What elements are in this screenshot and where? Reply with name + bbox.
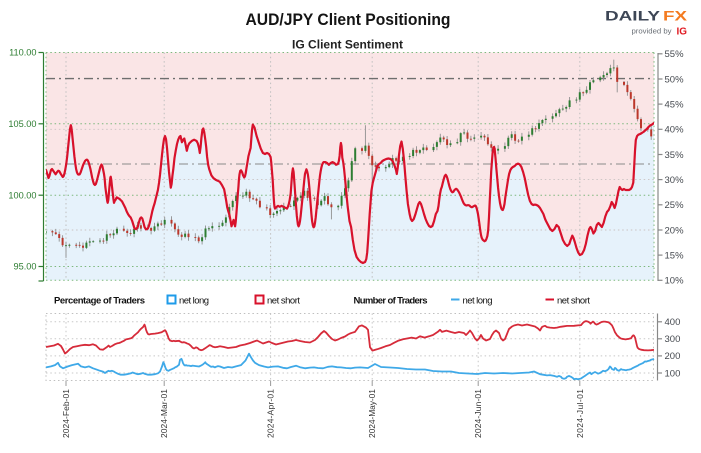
svg-text:400: 400: [665, 317, 681, 328]
svg-text:95.00: 95.00: [14, 262, 37, 272]
svg-text:FX: FX: [663, 9, 687, 24]
svg-text:300: 300: [665, 334, 681, 345]
svg-text:net long: net long: [463, 296, 493, 307]
svg-text:100: 100: [665, 368, 681, 379]
svg-text:provided by: provided by: [632, 27, 672, 36]
svg-text:50%: 50%: [665, 74, 685, 85]
svg-text:35%: 35%: [665, 150, 685, 161]
svg-text:2024-Apr-01: 2024-Apr-01: [266, 389, 276, 438]
svg-text:55%: 55%: [665, 49, 685, 60]
svg-text:45%: 45%: [665, 99, 685, 110]
svg-text:40%: 40%: [665, 125, 685, 136]
svg-text:100.00: 100.00: [8, 190, 36, 200]
svg-text:2024-May-01: 2024-May-01: [367, 389, 377, 438]
svg-text:net short: net short: [267, 296, 300, 307]
svg-text:110.00: 110.00: [9, 48, 36, 58]
svg-text:20%: 20%: [665, 225, 685, 236]
svg-text:10%: 10%: [665, 276, 685, 287]
svg-text:AUD/JPY Client Positioning: AUD/JPY Client Positioning: [246, 10, 451, 29]
svg-text:30%: 30%: [665, 175, 685, 186]
svg-text:Percentage of Traders: Percentage of Traders: [54, 296, 145, 307]
svg-text:net short: net short: [557, 296, 590, 307]
svg-text:IG: IG: [677, 26, 688, 38]
svg-text:Number of Traders: Number of Traders: [354, 296, 428, 307]
svg-text:IG Client Sentiment: IG Client Sentiment: [292, 40, 403, 52]
svg-text:105.00: 105.00: [8, 119, 36, 129]
svg-text:200: 200: [665, 351, 681, 362]
svg-text:net long: net long: [179, 296, 209, 307]
svg-text:2024-Mar-01: 2024-Mar-01: [159, 389, 169, 438]
svg-text:2024-Jul-01: 2024-Jul-01: [575, 389, 585, 438]
svg-text:2024-Jun-01: 2024-Jun-01: [473, 389, 483, 438]
svg-text:25%: 25%: [665, 200, 685, 211]
svg-text:2024-Feb-01: 2024-Feb-01: [61, 389, 71, 438]
svg-text:15%: 15%: [665, 250, 685, 261]
svg-text:DAILY: DAILY: [605, 9, 660, 24]
